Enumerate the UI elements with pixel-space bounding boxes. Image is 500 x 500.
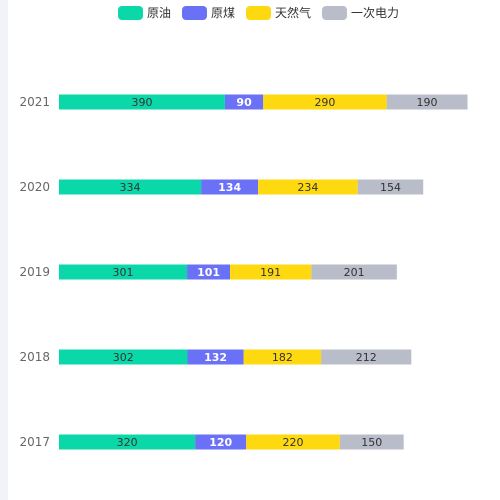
left-rail <box>0 0 8 500</box>
category-label: 2019 <box>19 265 50 279</box>
data-label: 190 <box>417 96 438 109</box>
legend-item[interactable]: 一次电力 <box>322 6 399 20</box>
bar-segment[interactable] <box>230 264 312 280</box>
bar-segment[interactable] <box>187 264 231 280</box>
data-label: 234 <box>297 181 318 194</box>
data-label: 120 <box>209 436 232 449</box>
bar-segment[interactable] <box>59 264 188 280</box>
data-label: 320 <box>117 436 138 449</box>
bar-segment[interactable] <box>59 179 202 195</box>
bar-segment[interactable] <box>258 179 358 195</box>
data-label: 201 <box>344 266 365 279</box>
bar-segment[interactable] <box>201 179 259 195</box>
legend-label: 原油 <box>147 6 171 20</box>
bar-segment[interactable] <box>339 434 404 450</box>
data-label: 220 <box>283 436 304 449</box>
data-label: 182 <box>272 351 293 364</box>
bar-segment[interactable] <box>357 179 424 195</box>
legend: 原油 原煤 天然气 一次电力 <box>118 5 399 20</box>
category-axis: 2021 2020 2019 2018 2017 <box>19 95 50 449</box>
data-label: 134 <box>218 181 241 194</box>
legend-swatch <box>322 6 347 20</box>
legend-label: 天然气 <box>275 5 311 20</box>
bar-segment[interactable] <box>243 349 322 365</box>
category-label: 2017 <box>19 435 50 449</box>
data-label: 290 <box>314 96 335 109</box>
bar-segment[interactable] <box>263 94 387 110</box>
legend-swatch <box>182 6 207 20</box>
category-label: 2020 <box>19 180 50 194</box>
data-label: 390 <box>131 96 152 109</box>
data-label: 302 <box>113 351 134 364</box>
bar-segment[interactable] <box>187 349 244 365</box>
data-label: 150 <box>361 436 382 449</box>
data-label: 101 <box>197 266 220 279</box>
category-label: 2021 <box>19 95 50 109</box>
legend-swatch <box>246 6 271 20</box>
bars-area: 390 90 290 190 334 134 234 154 301 101 191 201 302 13… <box>59 94 468 450</box>
legend-label: 一次电力 <box>351 6 399 20</box>
data-label: 90 <box>236 96 252 109</box>
bar-segment[interactable] <box>224 94 264 110</box>
legend-label: 原煤 <box>211 6 235 20</box>
legend-item[interactable]: 天然气 <box>246 5 311 20</box>
data-label: 212 <box>356 351 377 364</box>
bar-segment[interactable] <box>386 94 468 110</box>
data-label: 154 <box>380 181 401 194</box>
data-label: 301 <box>113 266 134 279</box>
legend-swatch <box>118 6 143 20</box>
bar-segment[interactable] <box>321 349 412 365</box>
bar-segment[interactable] <box>59 434 196 450</box>
bar-segment[interactable] <box>59 94 225 110</box>
bar-segment[interactable] <box>246 434 340 450</box>
legend-item[interactable]: 原煤 <box>182 6 235 20</box>
bar-segment[interactable] <box>311 264 397 280</box>
bar-segment[interactable] <box>59 349 188 365</box>
category-label: 2018 <box>19 350 50 364</box>
data-label: 191 <box>260 266 281 279</box>
data-label: 334 <box>120 181 141 194</box>
legend-item[interactable]: 原油 <box>118 6 171 20</box>
bar-segment[interactable] <box>195 434 247 450</box>
data-label: 132 <box>204 351 227 364</box>
